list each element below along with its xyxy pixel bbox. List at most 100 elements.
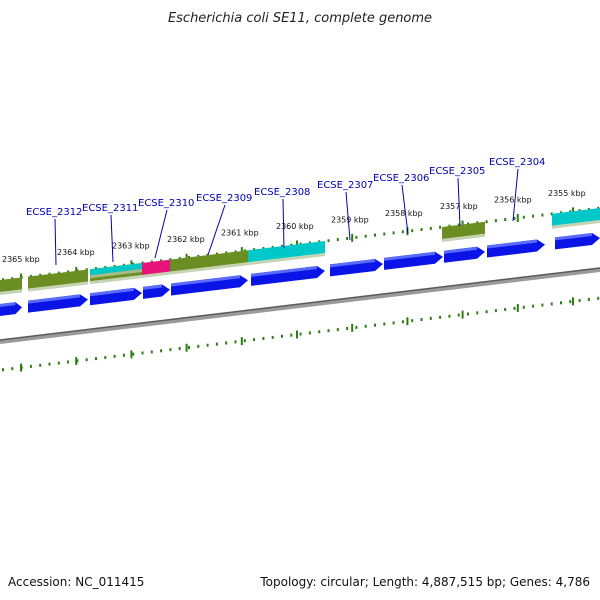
inner-tick-dot [392, 321, 395, 325]
gene-leader-line [457, 177, 461, 227]
feature-shadow [248, 253, 325, 266]
inner-tick-dot [513, 306, 516, 310]
inner-tick-dot [243, 339, 246, 343]
gene-label[interactable]: ECSE_2304 [489, 157, 545, 168]
footer-accession: Accession: NC_011415 [8, 575, 144, 589]
cds-highlight [251, 265, 317, 277]
inner-tick-dot [578, 299, 581, 303]
inner-tick-major [516, 303, 519, 312]
outer-tick-dot [485, 220, 488, 224]
inner-tick-dot [67, 360, 70, 364]
footer-summary: Topology: circular; Length: 4,887,515 bp… [259, 575, 590, 589]
inner-tick-dot [253, 338, 256, 342]
feature-shadow [442, 233, 485, 242]
outer-tick-dot [420, 228, 423, 232]
outer-tick-dot [411, 229, 414, 233]
gene-leader-line [282, 198, 285, 249]
inner-tick-major [20, 363, 22, 372]
inner-tick-dot [504, 307, 507, 311]
scale-label: 2361 kbp [221, 228, 259, 237]
gene-label[interactable]: ECSE_2310 [138, 198, 194, 209]
inner-tick-dot [132, 352, 135, 356]
inner-tick-dot [550, 302, 553, 306]
gene-leader-line [401, 184, 409, 235]
inner-tick-dot [364, 324, 367, 328]
feature-segment[interactable] [90, 262, 142, 276]
inner-tick-dot [355, 325, 358, 329]
gene-labels[interactable]: ECSE_2312 ECSE_2311 ECSE_2310 ECSE_2309ECSE… [26, 157, 545, 266]
inner-tick-dot [2, 368, 4, 372]
gene-label[interactable]: ECSE_2311 [82, 203, 138, 214]
gene-label[interactable]: ECSE_2306 [373, 173, 429, 184]
cds-highlight [0, 302, 16, 307]
inner-tick-dot [104, 355, 107, 359]
inner-tick-dot [281, 334, 283, 338]
map-title: Escherichia coli SE11, complete genome [168, 11, 432, 26]
inner-tick-dot [48, 362, 51, 366]
inner-tick-dot [85, 358, 88, 362]
inner-tick-dot [401, 320, 404, 324]
scale-label: 2362 kbp [167, 235, 205, 244]
inner-tick-major [75, 356, 78, 365]
gene-label[interactable]: ECSE_2309 [196, 193, 252, 204]
inner-tick-dot [485, 310, 488, 314]
inner-tick-dot [308, 331, 311, 335]
inner-tick-dot [541, 303, 544, 307]
inner-tick-dot [39, 363, 42, 367]
outer-tick-dot [494, 219, 497, 223]
inner-tick-major [351, 323, 354, 332]
scale-label: 2364 kbp [57, 248, 95, 257]
inner-tick-dot [169, 348, 172, 352]
gene-label[interactable]: ECSE_2307 [317, 180, 373, 191]
outer-tick-dot [401, 230, 404, 234]
cds-highlight [330, 259, 375, 268]
feature-segment[interactable] [28, 269, 88, 289]
outer-tick-dot [504, 217, 507, 221]
scale-label: 2356 kbp [494, 196, 532, 205]
feature-shadow [90, 268, 142, 279]
feature-segment[interactable] [552, 208, 600, 226]
gene-label[interactable]: ECSE_2308 [254, 187, 310, 198]
inner-tick-dot [11, 367, 14, 371]
outer-tick-dot [550, 212, 553, 216]
cds-arrow[interactable] [251, 265, 325, 286]
feature-segment[interactable] [442, 221, 485, 239]
feature-track [0, 208, 600, 295]
feature-segment[interactable] [142, 259, 170, 275]
gene-leader-line [207, 204, 226, 256]
feature-shadow [28, 281, 88, 292]
inner-tick-dot [346, 326, 349, 330]
inner-tick-dot [457, 313, 460, 317]
outer-tick-dot [392, 231, 395, 235]
feature-segment[interactable] [170, 250, 248, 272]
feature-shadow [552, 220, 600, 229]
cds-highlight [143, 284, 162, 290]
inner-tick-dot [271, 335, 274, 339]
cds-arrow[interactable] [171, 275, 248, 296]
inner-tick-dot [318, 330, 321, 334]
inner-tick-dot [188, 345, 190, 349]
feature-segment[interactable] [248, 241, 325, 263]
inner-tick-dot [383, 322, 386, 326]
outer-tick-dot [355, 235, 358, 239]
inner-tick-dot [448, 314, 451, 318]
inner-tick-ring [2, 296, 600, 372]
inner-tick-dot [467, 312, 469, 316]
feature-segment[interactable] [0, 277, 22, 292]
inner-tick-dot [522, 305, 525, 309]
inner-tick-dot [439, 315, 442, 319]
gene-label[interactable]: ECSE_2305 [429, 166, 485, 177]
inner-tick-dot [234, 340, 237, 344]
inner-tick-major [296, 330, 298, 339]
inner-tick-dot [95, 357, 97, 361]
inner-tick-dot [122, 353, 125, 357]
outer-tick-dot [522, 215, 525, 219]
outer-tick-dot [327, 239, 330, 243]
scale-label: 2363 kbp [112, 242, 150, 251]
outer-tick-dot [374, 233, 376, 237]
cds-highlight [90, 287, 134, 297]
gene-label[interactable]: ECSE_2312 [26, 207, 82, 218]
outer-tick-dot [532, 214, 535, 218]
outer-tick-dot [383, 232, 386, 236]
